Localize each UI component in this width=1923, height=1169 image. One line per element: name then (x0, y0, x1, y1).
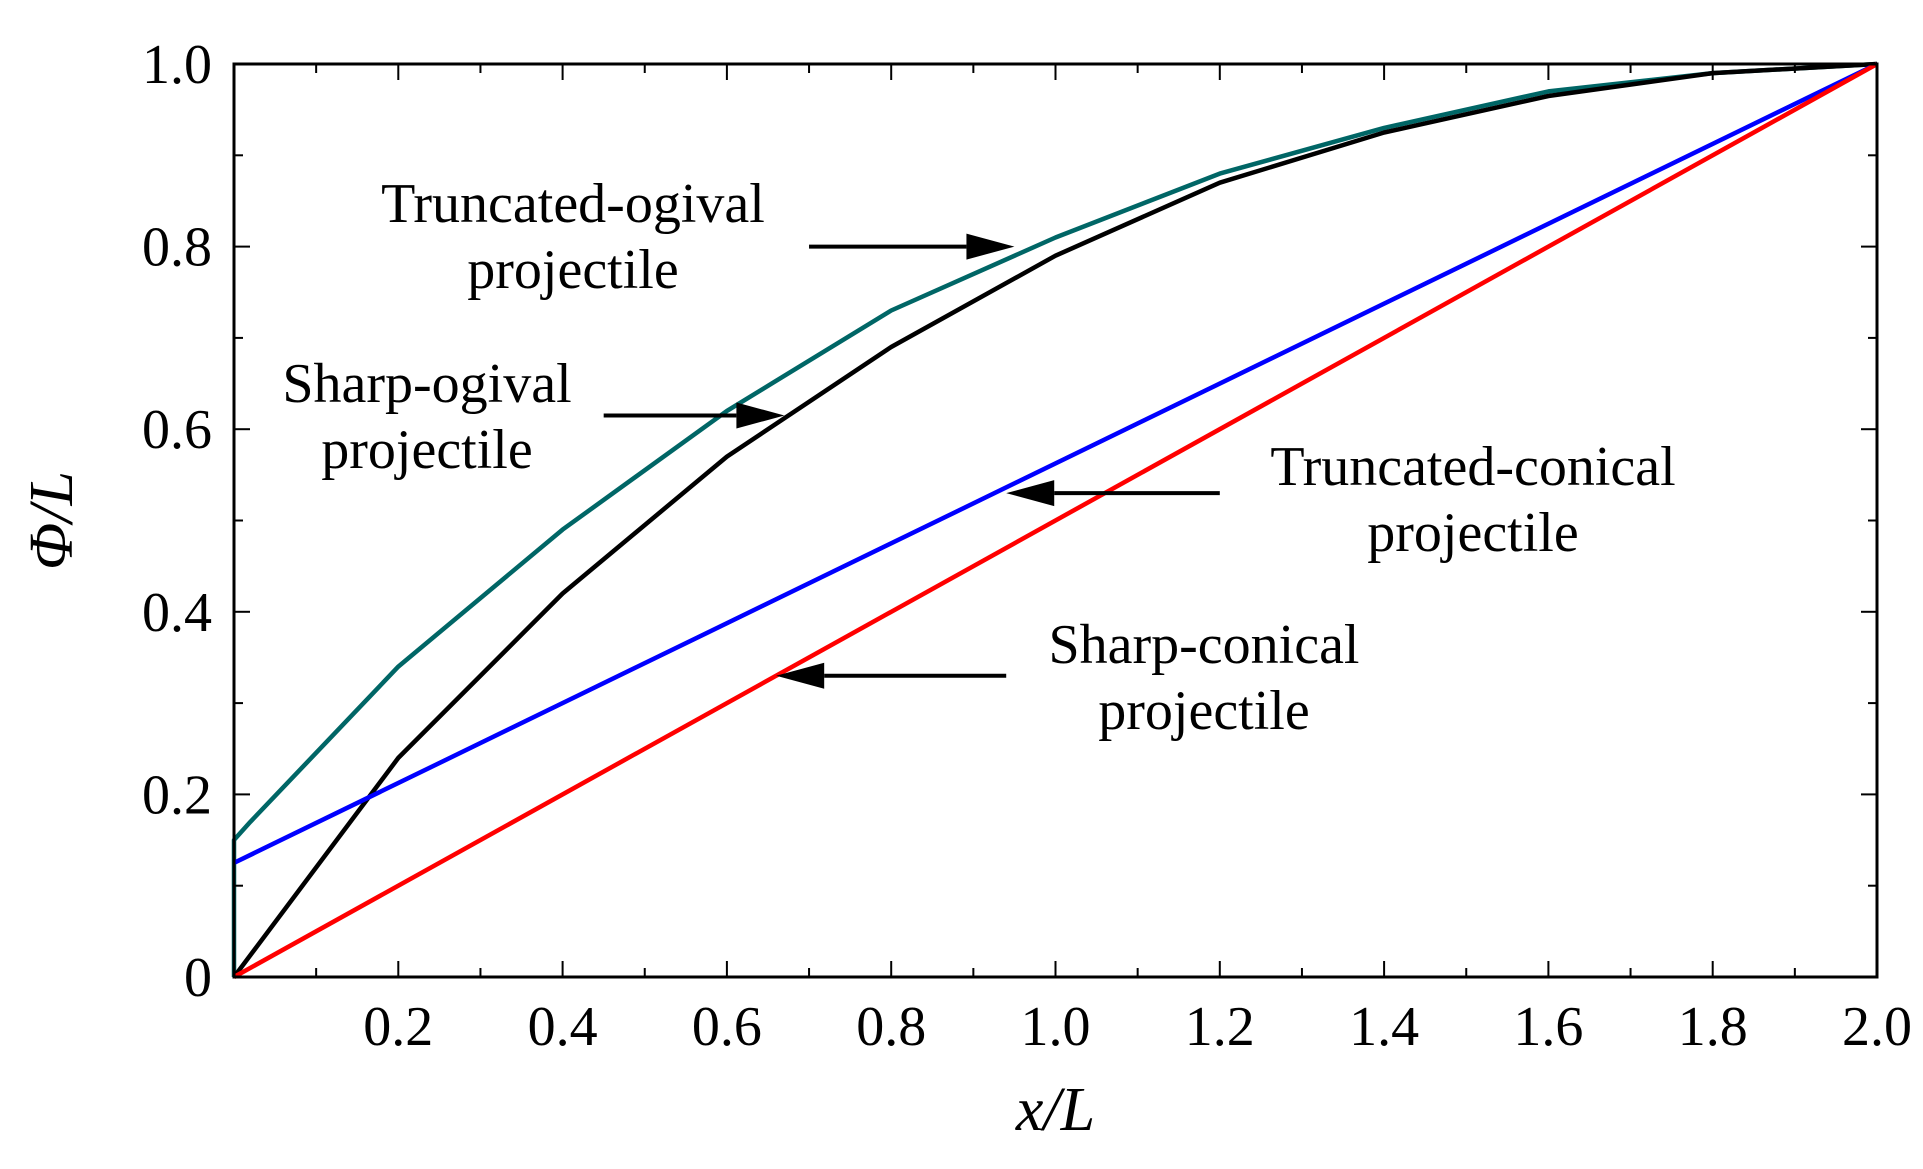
x-tick-label: 1.0 (1021, 996, 1091, 1058)
annotations: Truncated-ogivalprojectileSharp-ogivalpr… (282, 173, 1675, 742)
plot-area (231, 61, 1879, 979)
annotation-text-line2: projectile (321, 419, 532, 481)
arrow-head (736, 402, 785, 429)
x-tick-labels: 0.2 0.4 0.6 0.8 1.0 1.2 1.4 1.6 1.8 2.0 (363, 996, 1912, 1058)
series-line-2 (232, 61, 1878, 979)
x-tick-label: 0.8 (856, 996, 926, 1058)
y-axis-label: Φ/L (18, 471, 86, 570)
y-tick-label: 0.8 (142, 217, 212, 279)
arrow-head (1006, 480, 1055, 507)
x-tick-label: 0.6 (692, 996, 762, 1058)
x-axis-label: x/L (1015, 1076, 1095, 1144)
x-tick-label: 0.2 (363, 996, 433, 1058)
x-tick-label: 1.4 (1349, 996, 1419, 1058)
arrow-head (776, 662, 825, 689)
annotation-text-line2: projectile (467, 239, 678, 301)
annotation-text-line2: projectile (1367, 502, 1578, 564)
series-line-4 (232, 62, 1879, 979)
x-tick-label: 1.2 (1185, 996, 1255, 1058)
annotation-text-line1: Truncated-ogival (381, 173, 765, 235)
y-tick-label: 0.2 (142, 764, 212, 826)
annotation-text-line1: Sharp-ogival (282, 353, 571, 415)
annotation-text-line1: Sharp-conical (1049, 614, 1360, 676)
y-tick-label: 0 (184, 947, 212, 1009)
x-tick-label: 0.4 (528, 996, 598, 1058)
tick-layer (234, 64, 1877, 977)
y-tick-label: 1.0 (142, 34, 212, 96)
annotation-text-line2: projectile (1098, 680, 1309, 742)
series-line-1 (231, 61, 1878, 977)
y-tick-label: 0.6 (142, 399, 212, 461)
series-layer (231, 61, 1879, 979)
y-tick-label: 0.4 (142, 582, 212, 644)
arrow-head (966, 233, 1015, 260)
annotation-text-line1: Truncated-conical (1270, 436, 1675, 498)
x-tick-label: 1.8 (1678, 996, 1748, 1058)
series-line-3 (233, 61, 1878, 865)
y-tick-labels: 0 0.2 0.4 0.6 0.8 1.0 (142, 34, 212, 1009)
x-tick-label: 2.0 (1842, 996, 1912, 1058)
x-tick-label: 1.6 (1513, 996, 1583, 1058)
